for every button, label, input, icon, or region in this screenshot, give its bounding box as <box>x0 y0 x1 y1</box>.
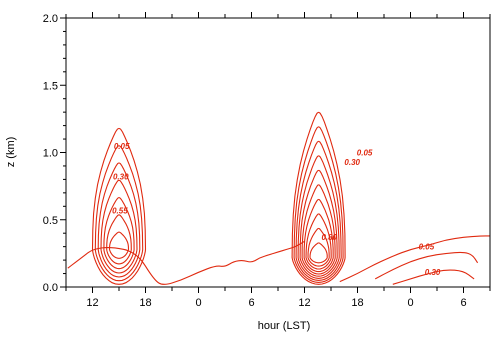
x-tick-label: 12 <box>298 297 310 309</box>
plume-contour <box>307 227 330 267</box>
contour-label: 0.55 <box>112 206 128 215</box>
y-tick-label: 2.0 <box>43 13 58 25</box>
plume-contour <box>297 155 340 279</box>
night-layer-contour <box>339 235 490 283</box>
x-tick-label: 0 <box>407 297 413 309</box>
contour-label: 0.30 <box>113 173 129 182</box>
contour-label: 0.05 <box>114 142 130 151</box>
night-inner-contour <box>374 251 479 280</box>
contour-label: 0.05 <box>419 243 435 252</box>
plume-contour <box>106 214 132 265</box>
plume-contour <box>97 162 141 278</box>
y-tick-label: 1.5 <box>43 80 58 92</box>
plume-contour <box>301 184 336 275</box>
y-tick-label: 0.5 <box>43 215 58 227</box>
contour-lines <box>67 111 490 285</box>
plume-contour <box>293 126 344 283</box>
y-axis-title: z (km) <box>5 137 17 168</box>
contour-labels: 0.050.300.550.050.300.800.050.30 <box>112 142 441 277</box>
plume-contour <box>108 231 130 259</box>
contour-label: 0.05 <box>357 149 373 158</box>
x-tick-label: 0 <box>195 297 201 309</box>
plume-contour <box>91 127 147 285</box>
plume-contour <box>299 169 338 277</box>
x-tick-label: 18 <box>351 297 363 309</box>
x-tick-label: 6 <box>248 297 254 309</box>
plume-contour <box>103 196 135 270</box>
x-tick-label: 6 <box>460 297 466 309</box>
plume-contour <box>303 198 334 273</box>
x-tick-label: 18 <box>139 297 151 309</box>
plume-contour <box>309 242 328 264</box>
boundary-layer-contour <box>67 240 305 285</box>
y-tick-label: 0.0 <box>43 282 58 294</box>
plume-contour <box>295 140 342 281</box>
contour-label: 0.80 <box>321 233 337 242</box>
y-axis: 0.0 0.5 1.0 1.5 2.0 <box>43 13 66 294</box>
plume-contour <box>94 145 144 282</box>
plume-contour <box>291 111 346 285</box>
x-tick-label: 12 <box>86 297 98 309</box>
plume-contour <box>305 213 332 270</box>
contour-label: 0.30 <box>425 268 441 277</box>
y-tick-label: 1.0 <box>43 148 58 160</box>
night-low-contour <box>392 269 475 285</box>
contour-label: 0.30 <box>344 158 360 167</box>
x-axis-title: hour (LST) <box>258 320 311 332</box>
plume-contour <box>100 179 138 274</box>
x-axis: 12 18 0 6 12 18 0 6 <box>65 12 491 309</box>
